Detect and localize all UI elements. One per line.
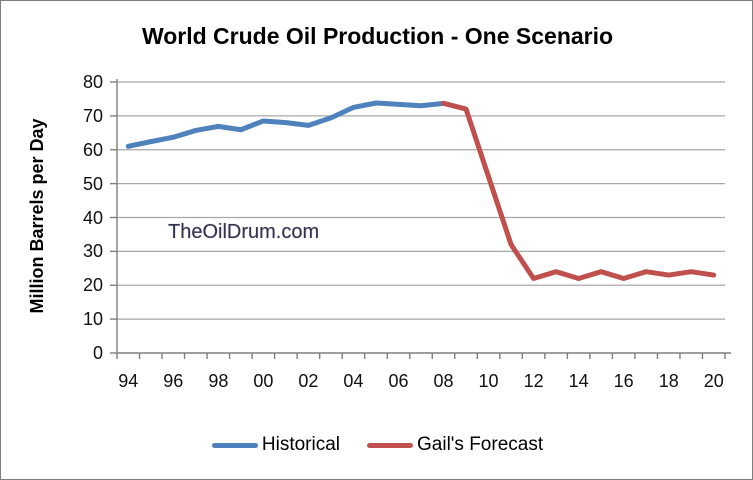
x-tick-label: 08 <box>433 371 454 391</box>
legend-label-historical: Historical <box>261 434 340 455</box>
y-tick-label: 20 <box>82 275 103 296</box>
series-line-historical <box>125 100 447 149</box>
forecast-line-swatch <box>367 442 413 448</box>
x-tick-label: 06 <box>388 371 409 391</box>
y-tick-label: 40 <box>82 207 103 228</box>
y-tick-label: 50 <box>82 173 103 194</box>
y-tick-label: 10 <box>82 309 103 330</box>
x-tick-label: 16 <box>613 371 634 391</box>
legend: Historical Gail's Forecast <box>1 434 752 456</box>
x-tick-label: 02 <box>298 371 319 391</box>
x-tick-label: 12 <box>523 371 544 391</box>
watermark: TheOilDrum.com <box>168 221 320 243</box>
x-tick-label: 96 <box>163 371 184 391</box>
y-tick-label: 0 <box>92 343 103 363</box>
x-tick-label: 20 <box>703 371 724 391</box>
y-tick-label: 80 <box>82 72 103 92</box>
historical-line-swatch <box>211 442 258 448</box>
x-tick-label: 00 <box>253 371 274 391</box>
y-tick-label: 60 <box>82 139 103 160</box>
x-tick-label: 10 <box>478 371 499 391</box>
x-tick-label: 98 <box>208 371 229 391</box>
legend-item-forecast: Gail's Forecast <box>367 434 543 456</box>
y-tick-label: 70 <box>82 105 103 126</box>
x-tick-label: 18 <box>658 371 679 391</box>
y-tick-label: 30 <box>82 241 103 262</box>
x-tick-label: 04 <box>343 371 364 391</box>
legend-item-historical: Historical <box>211 434 340 456</box>
x-tick-label: 14 <box>568 371 589 391</box>
legend-label-forecast: Gail's Forecast <box>417 434 544 455</box>
series-line-forecast <box>441 100 717 281</box>
chart-title: World Crude Oil Production - One Scenari… <box>141 23 614 49</box>
x-tick-label: 94 <box>118 371 139 391</box>
